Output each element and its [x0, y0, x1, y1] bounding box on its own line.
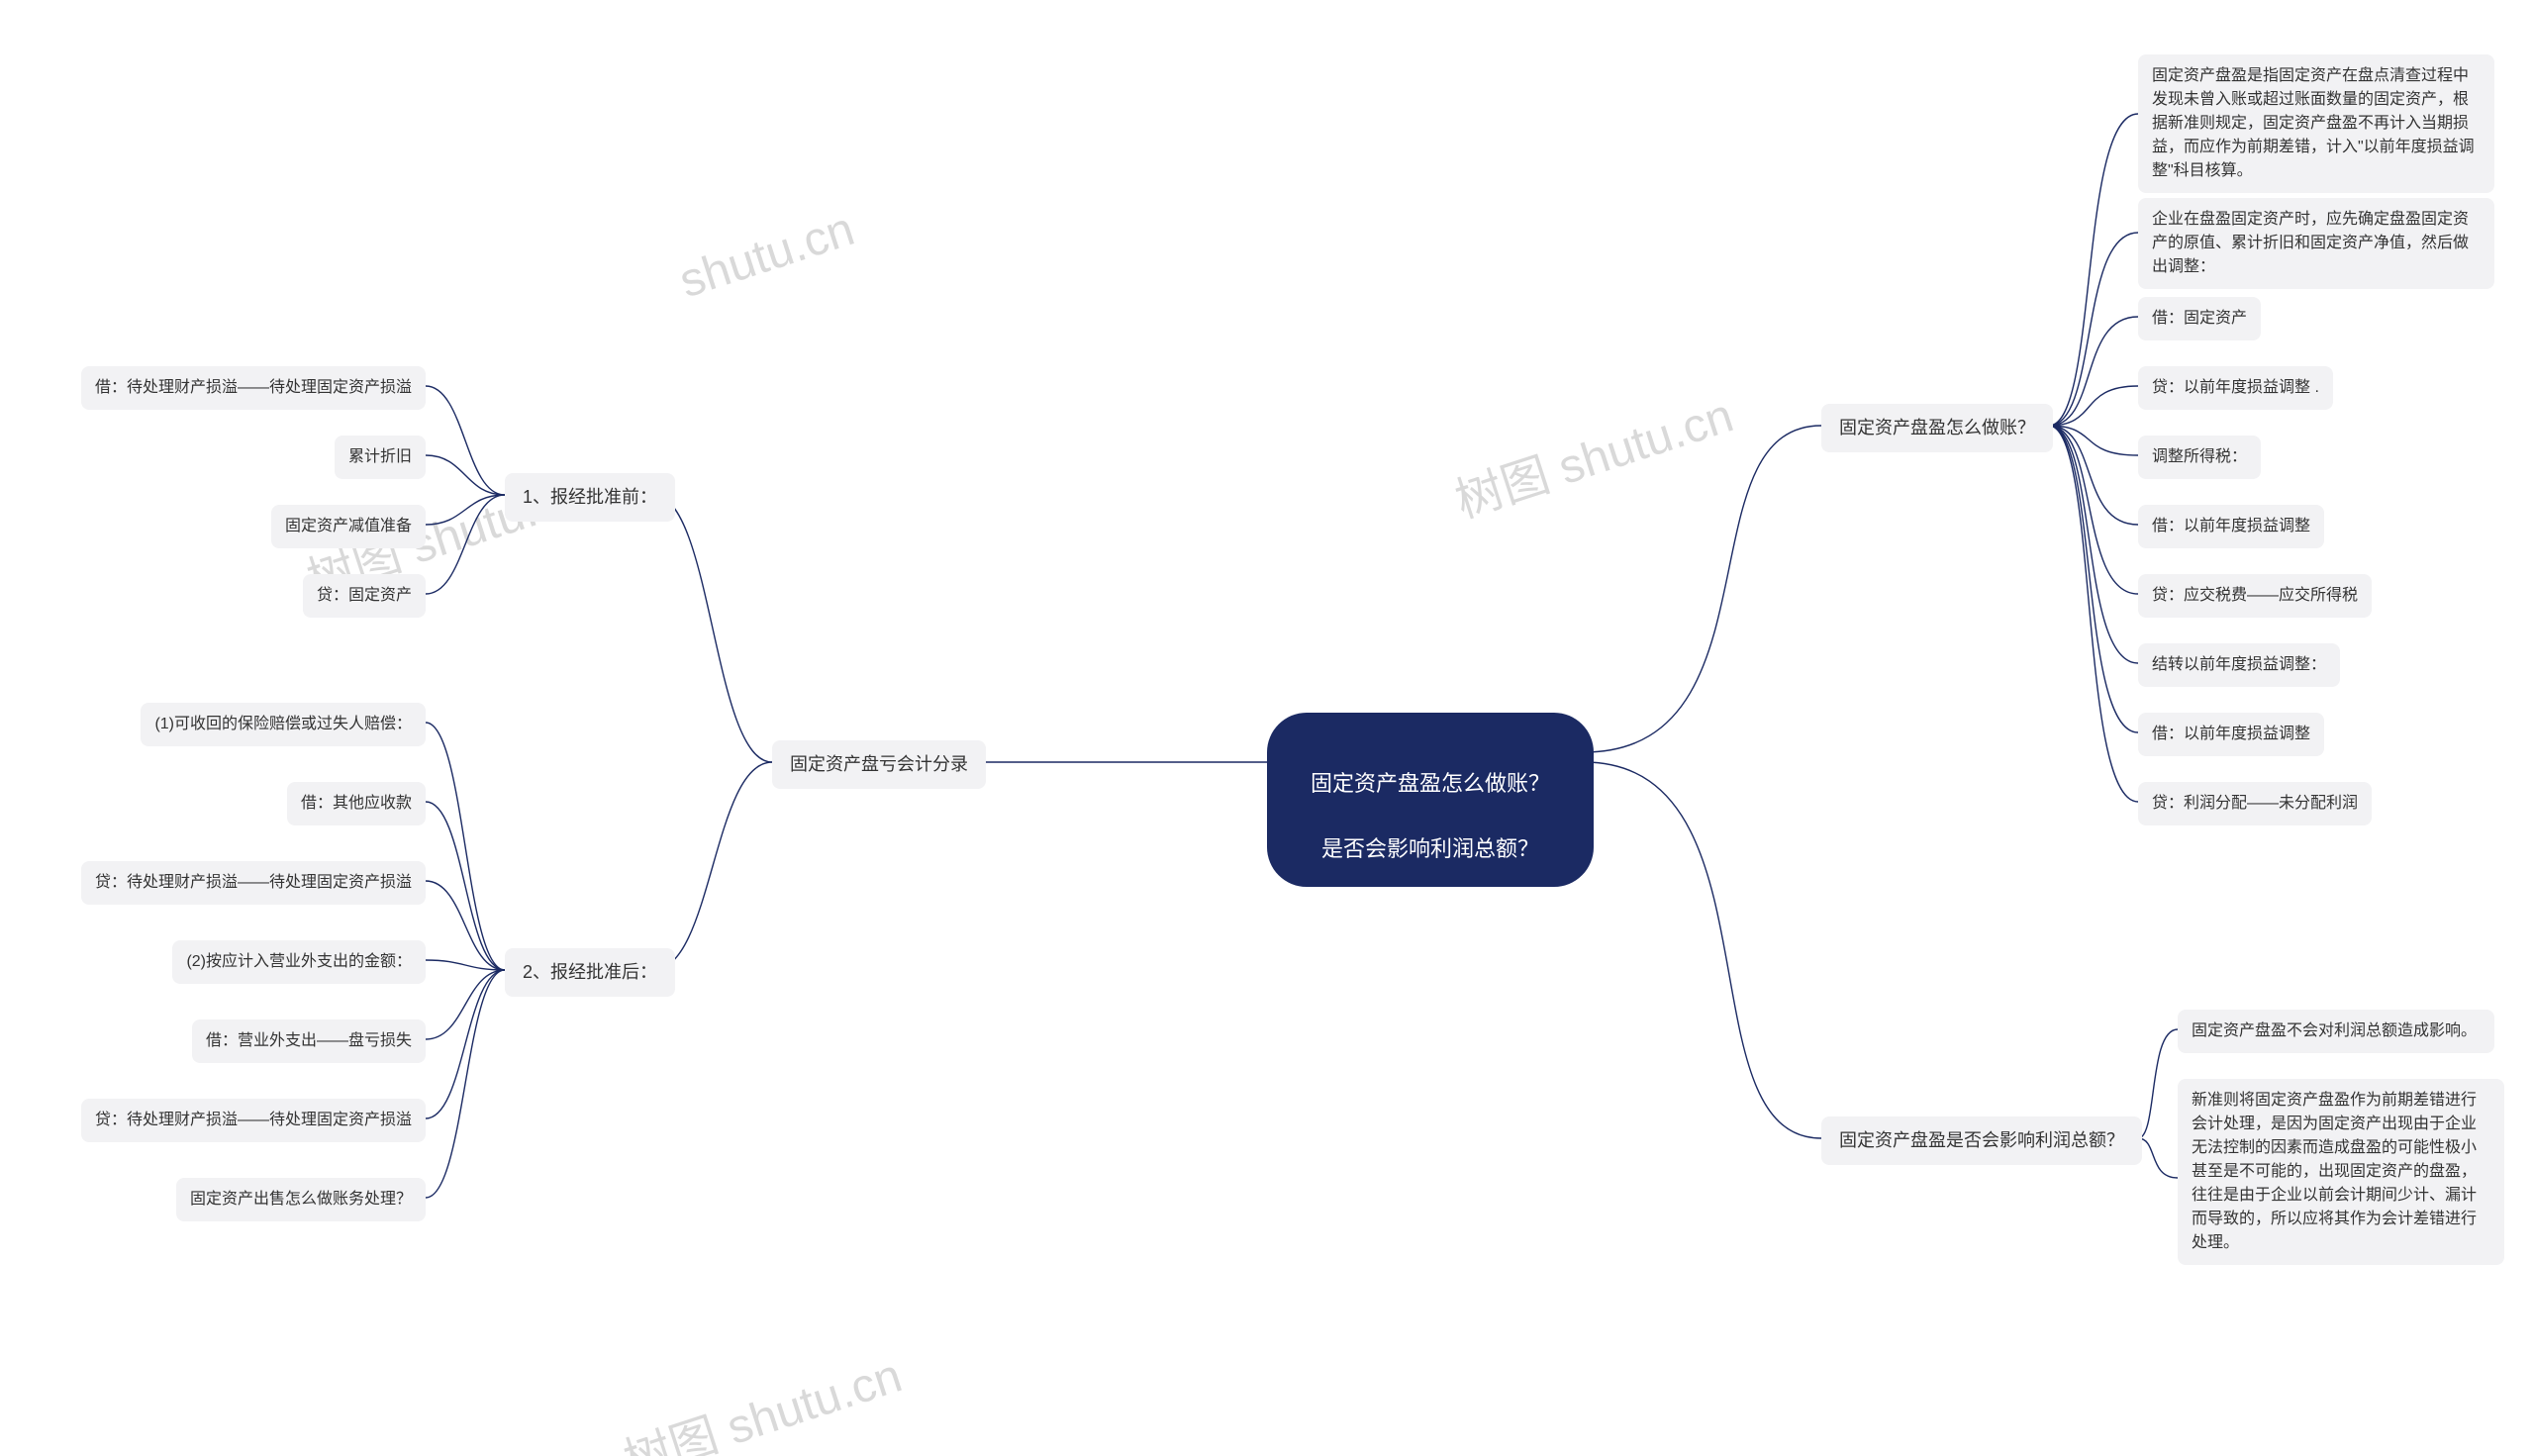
leaf-impairment: 固定资产减值准备	[271, 505, 426, 548]
branch-surplus-profit-impact: 固定资产盘盈是否会影响利润总额？	[1821, 1116, 2142, 1165]
leaf-recoverable: (1)可收回的保险赔偿或过失人赔偿：	[141, 703, 426, 746]
leaf-disposal-question: 固定资产出售怎么做账务处理？	[176, 1178, 426, 1221]
leaf-dr-prior-adjust: 借：以前年度损益调整	[2138, 505, 2324, 548]
leaf-no-impact: 固定资产盘盈不会对利润总额造成影响。	[2178, 1010, 2494, 1053]
leaf-cr-pending-loss-1: 贷：待处理财产损溢——待处理固定资产损溢	[81, 861, 426, 905]
root-line2: 是否会影响利润总额？	[1321, 836, 1539, 861]
watermark: 树图 shutu.cn	[1445, 376, 1740, 531]
watermark: 树图 shutu.cn	[614, 1336, 909, 1456]
branch-loss-entries: 固定资产盘亏会计分录	[772, 740, 986, 789]
root-node: 固定资产盘盈怎么做账？ 是否会影响利润总额？	[1267, 713, 1594, 887]
root-line1: 固定资产盘盈怎么做账？	[1311, 771, 1550, 796]
leaf-dr-other-recv: 借：其他应收款	[287, 782, 426, 825]
watermark: shutu.cn	[673, 202, 861, 309]
leaf-surplus-adjust-intro: 企业在盘盈固定资产时，应先确定盘盈固定资产的原值、累计折旧和固定资产净值，然后做…	[2138, 198, 2494, 289]
leaf-cr-prior-adjust: 贷：以前年度损益调整 .	[2138, 366, 2333, 410]
leaf-surplus-def: 固定资产盘盈是指固定资产在盘点清查过程中发现未曾入账或超过账面数量的固定资产，根…	[2138, 54, 2494, 193]
leaf-cr-pending-loss-2: 贷：待处理财产损溢——待处理固定资产损溢	[81, 1099, 426, 1142]
leaf-adjust-tax-label: 调整所得税：	[2138, 436, 2261, 479]
leaf-dr-prior-adjust-2: 借：以前年度损益调整	[2138, 713, 2324, 756]
leaf-dr-fixed-asset: 借：固定资产	[2138, 297, 2261, 340]
branch-surplus-accounting: 固定资产盘盈怎么做账？	[1821, 404, 2053, 452]
leaf-dr-nonop-exp: 借：营业外支出——盘亏损失	[192, 1019, 426, 1063]
leaf-cr-fixed-asset: 贷：固定资产	[303, 574, 426, 618]
leaf-carryover-label: 结转以前年度损益调整：	[2138, 643, 2340, 687]
leaf-reason: 新准则将固定资产盘盈作为前期差错进行会计处理，是因为固定资产出现由于企业无法控制…	[2178, 1079, 2504, 1265]
sub-after-approval: 2、报经批准后：	[505, 948, 675, 997]
leaf-accum-depr: 累计折旧	[335, 436, 426, 479]
leaf-cr-tax-payable: 贷：应交税费——应交所得税	[2138, 574, 2372, 618]
sub-before-approval: 1、报经批准前：	[505, 473, 675, 522]
leaf-nonop-exp-label: (2)按应计入营业外支出的金额：	[172, 940, 426, 984]
leaf-cr-profit-dist: 贷：利润分配——未分配利润	[2138, 782, 2372, 825]
leaf-dr-pending-loss: 借：待处理财产损溢——待处理固定资产损溢	[81, 366, 426, 410]
